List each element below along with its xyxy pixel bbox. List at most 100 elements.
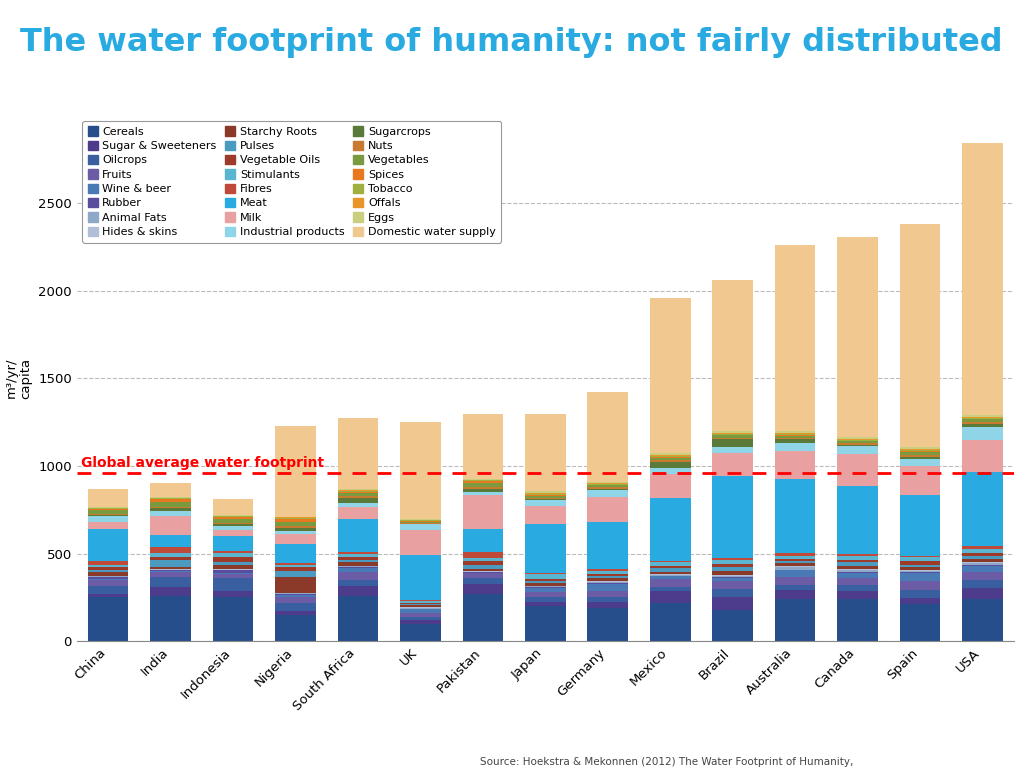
Bar <box>463 483 503 487</box>
Bar <box>775 443 815 451</box>
Bar <box>900 447 940 449</box>
Bar <box>650 458 690 460</box>
Bar <box>650 298 690 452</box>
Bar <box>338 562 378 565</box>
Bar <box>525 606 565 641</box>
Bar <box>213 536 253 551</box>
Bar <box>213 517 253 518</box>
Bar <box>775 555 815 559</box>
Bar <box>400 605 440 607</box>
Bar <box>213 562 253 565</box>
Bar <box>650 498 690 561</box>
Bar <box>463 578 503 584</box>
Bar <box>463 487 503 488</box>
Bar <box>775 433 815 435</box>
Bar <box>650 462 690 468</box>
Bar <box>963 556 1002 558</box>
Bar <box>213 565 253 569</box>
Bar <box>838 445 878 455</box>
Bar <box>463 552 503 558</box>
Bar <box>88 565 128 567</box>
Bar <box>588 392 628 482</box>
Bar <box>275 577 315 593</box>
Bar <box>713 610 753 641</box>
Bar <box>151 587 190 596</box>
Bar <box>338 507 378 519</box>
Bar <box>963 588 1002 599</box>
Bar <box>900 452 940 455</box>
Text: Global average water footprint: Global average water footprint <box>82 455 325 470</box>
Bar <box>650 468 690 474</box>
Bar <box>838 570 878 572</box>
Bar <box>588 485 628 488</box>
Bar <box>588 482 628 483</box>
Bar <box>900 598 940 604</box>
Bar <box>151 511 190 516</box>
Bar <box>525 500 565 506</box>
Bar <box>775 245 815 431</box>
Bar <box>963 562 1002 563</box>
Bar <box>838 237 878 437</box>
Bar <box>400 521 440 523</box>
Bar <box>213 518 253 523</box>
Bar <box>775 568 815 570</box>
Bar <box>463 558 503 561</box>
Bar <box>588 571 628 574</box>
Bar <box>88 576 128 577</box>
Bar <box>275 565 315 567</box>
Bar <box>713 567 753 571</box>
Bar <box>713 575 753 576</box>
Bar <box>463 569 503 571</box>
Bar <box>963 419 1002 422</box>
Bar <box>151 557 190 560</box>
Bar <box>88 489 128 507</box>
Bar <box>400 613 440 617</box>
Bar <box>213 571 253 574</box>
Bar <box>713 453 753 475</box>
Bar <box>88 522 128 529</box>
Bar <box>338 492 378 493</box>
Bar <box>650 568 690 572</box>
Bar <box>525 581 565 583</box>
Bar <box>963 580 1002 588</box>
Bar <box>588 497 628 522</box>
Bar <box>525 588 565 592</box>
Bar <box>275 518 315 521</box>
Bar <box>963 415 1002 417</box>
Bar <box>525 578 565 581</box>
Bar <box>151 498 190 502</box>
Bar <box>650 603 690 641</box>
Bar <box>275 425 315 517</box>
Bar <box>338 561 378 562</box>
Bar <box>713 558 753 560</box>
Bar <box>838 562 878 565</box>
Bar <box>963 472 1002 546</box>
Bar <box>151 535 190 548</box>
Bar <box>838 443 878 445</box>
Bar <box>463 528 503 552</box>
Bar <box>338 503 378 507</box>
Bar <box>400 621 440 624</box>
Bar <box>963 417 1002 418</box>
Bar <box>838 561 878 562</box>
Bar <box>588 602 628 608</box>
Bar <box>775 585 815 590</box>
Bar <box>88 516 128 522</box>
Bar <box>713 447 753 453</box>
Bar <box>588 489 628 497</box>
Bar <box>838 442 878 443</box>
Bar <box>338 552 378 554</box>
Bar <box>838 486 878 554</box>
Bar <box>400 624 440 641</box>
Bar <box>713 280 753 431</box>
Bar <box>151 567 190 569</box>
Bar <box>775 590 815 599</box>
Bar <box>88 510 128 514</box>
Bar <box>838 565 878 569</box>
Bar <box>88 594 128 598</box>
Bar <box>775 435 815 438</box>
Bar <box>400 601 440 603</box>
Bar <box>525 494 565 495</box>
Bar <box>713 435 753 438</box>
Bar <box>775 439 815 443</box>
